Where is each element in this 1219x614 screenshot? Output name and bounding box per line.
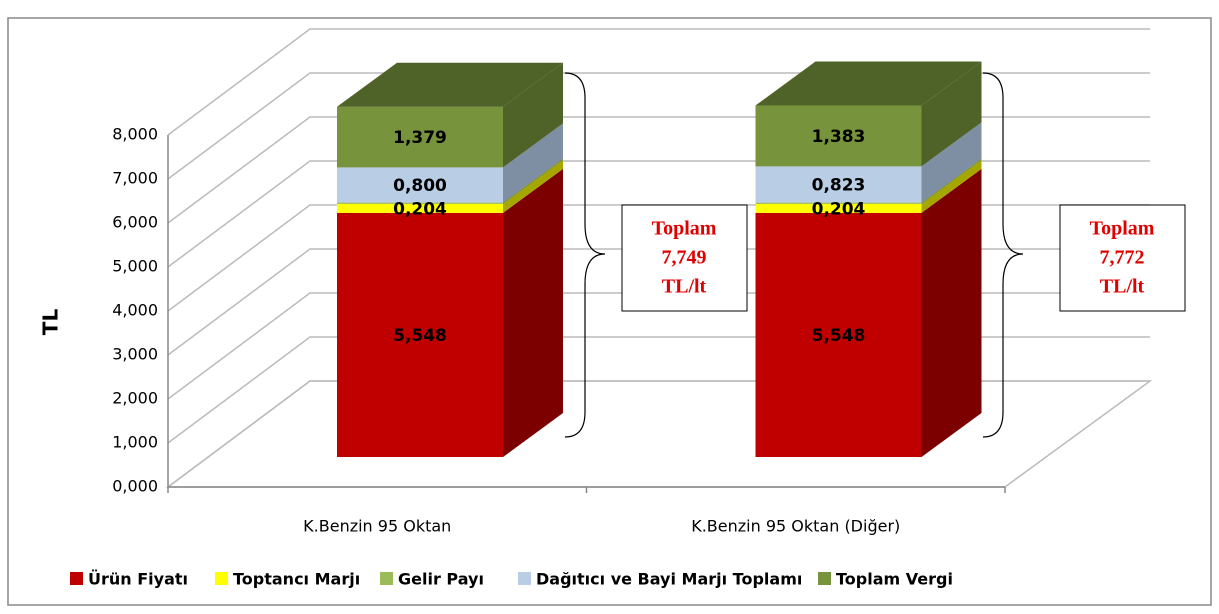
bar-segment [337, 158, 563, 204]
bar-segment [755, 158, 982, 204]
data-label: 1,379 [393, 128, 447, 148]
bar-front [755, 212, 922, 457]
y-tick-label: 7,000 [112, 169, 158, 188]
y-axis-label: TL [39, 309, 63, 336]
legend-label: Gelir Payı [398, 570, 484, 589]
legend-swatch [818, 572, 831, 585]
y-tick-label: 5,000 [112, 257, 158, 276]
bar-side [503, 158, 563, 204]
brace [564, 72, 606, 438]
bar-side [503, 159, 563, 213]
bar-top [755, 61, 982, 106]
legend-label: Ürün Fiyatı [88, 570, 188, 589]
bar-front [337, 212, 503, 457]
bar-front [337, 203, 503, 213]
data-label: 0,823 [812, 175, 866, 195]
y-tick-label: 3,000 [112, 345, 158, 364]
annotation: 7,772 [1100, 247, 1145, 269]
bar-segment [755, 168, 982, 457]
legend-swatch [518, 572, 531, 585]
data-label: 1,383 [812, 127, 866, 147]
legend-label: Dağıtıcı ve Bayi Marjı Toplamı [536, 570, 802, 589]
bar-front [337, 106, 503, 168]
y-tick-label: 6,000 [112, 213, 158, 232]
bar-side [921, 122, 982, 203]
bar-side [503, 168, 563, 457]
bar-side [921, 168, 982, 457]
annotation: Toplam [1090, 218, 1155, 240]
bar-segment [337, 168, 563, 457]
data-label: 0,204 [812, 199, 866, 219]
bar-side [921, 159, 982, 213]
annotation: TL/lt [662, 276, 707, 298]
data-label: 5,548 [393, 326, 447, 346]
legend-swatch [215, 572, 228, 585]
bar-top [337, 62, 563, 107]
bar-side [921, 158, 982, 204]
annotation: TL/lt [1100, 276, 1145, 298]
chart-border [7, 17, 1212, 606]
annotation: Toplam [652, 218, 717, 240]
y-tick-label: 2,000 [112, 389, 158, 408]
bar-front [337, 202, 503, 204]
annotation-box [1059, 204, 1186, 312]
bar-front [755, 105, 922, 167]
bar-side [503, 123, 563, 203]
y-tick-label: 1,000 [112, 433, 158, 452]
bar-segment [337, 123, 563, 203]
bar-front [337, 167, 503, 203]
bar-side [921, 61, 982, 167]
bar-segment [755, 159, 982, 213]
bar-front [755, 202, 922, 204]
y-tick-label: 8,000 [112, 125, 158, 144]
y-tick-label: 4,000 [112, 301, 158, 320]
annotation: 7,749 [662, 247, 707, 269]
bar-front [755, 166, 922, 203]
data-label: 5,548 [812, 326, 866, 346]
legend-swatch [380, 572, 393, 585]
bar-segment [337, 62, 563, 168]
x-tick-label: K.Benzin 95 Oktan [303, 517, 451, 536]
annotation-box [621, 204, 748, 312]
brace [982, 72, 1024, 438]
bar-segment [755, 61, 982, 167]
legend-label: Toptancı Marjı [233, 570, 360, 589]
y-tick-label: 0,000 [112, 477, 158, 496]
data-label: 0,204 [393, 199, 447, 219]
bar-side [503, 62, 563, 168]
x-tick-label: K.Benzin 95 Oktan (Diğer) [691, 517, 900, 536]
bar-segment [337, 159, 563, 213]
grid-line [167, 28, 1150, 136]
legend-swatch [70, 572, 83, 585]
bar-front [755, 203, 922, 213]
legend-label: Toplam Vergi [836, 570, 953, 589]
bar-segment [755, 122, 982, 203]
data-label: 0,800 [393, 176, 447, 196]
